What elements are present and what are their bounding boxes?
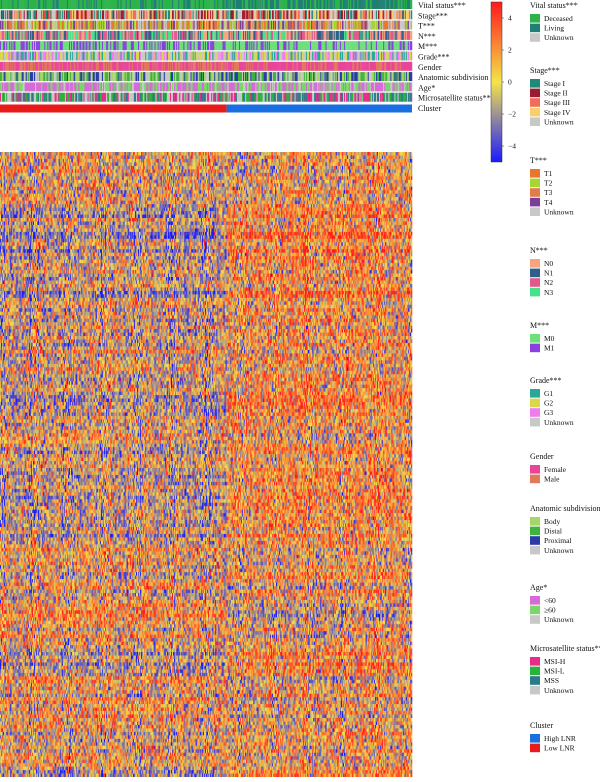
annotation-label: N*** (418, 32, 436, 41)
annotation-cell (411, 52, 412, 61)
annotation-cell (411, 21, 412, 30)
annotation-label: Gender (418, 63, 442, 72)
annotation-label: M*** (418, 42, 437, 51)
annotation-cell (411, 72, 412, 81)
annotation-track (0, 72, 412, 81)
annotation-track (0, 41, 412, 50)
annotation-cell (411, 62, 412, 71)
annotation-label: Anatomic subdivision (418, 73, 488, 82)
annotation-cell (411, 0, 412, 9)
annotation-track (0, 31, 412, 40)
annotation-track (0, 62, 412, 71)
annotation-tracks: Vital status***Stage*** T***N***M*** Grade… (0, 0, 491, 113)
annotation-label: Vital status*** (418, 1, 466, 10)
annotation-track (0, 0, 412, 9)
annotation-label: Stage*** (418, 11, 448, 20)
annotation-track (0, 21, 412, 30)
annotation-cell (411, 10, 412, 19)
annotation-cell (411, 31, 412, 40)
expression-heatmap-figure: Vital status*** Stage*** T*** N*** M*** Grade… (0, 0, 600, 777)
annotation-track (0, 52, 412, 61)
annotation-label: Grade*** (418, 53, 450, 62)
heatmap-svg: Vital status***Stage*** T***N***M*** Grade… (0, 0, 600, 777)
annotation-cell (411, 41, 412, 50)
annotation-track (0, 10, 412, 19)
annotation-track (0, 82, 412, 91)
annotation-label: T*** (418, 22, 435, 31)
